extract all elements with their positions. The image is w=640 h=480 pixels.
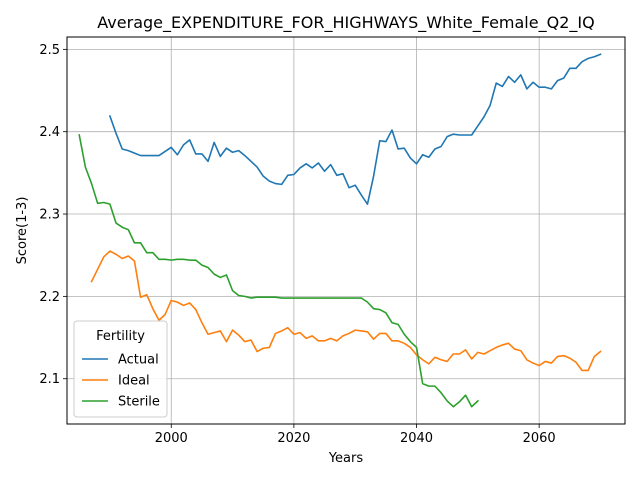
series-layer [78,53,602,408]
legend-box [73,320,168,418]
series-line-actual [108,53,602,205]
plot-frame [66,36,626,425]
axis-ticks: 2000 2020 2040 2060 2.1 2.2 2.3 2.4 2.5 [39,43,555,446]
x-tick-label: 2000 [155,431,188,446]
y-tick-label: 2.5 [39,43,60,58]
y-tick-label: 2.1 [39,372,60,387]
legend-label-actual: Actual [118,353,159,368]
grid [67,37,625,424]
x-tick-label: 2040 [400,431,433,446]
y-tick-label: 2.3 [39,208,60,223]
y-axis-label: Score(1-3) [15,197,30,265]
legend: Fertility Actual Ideal Sterile [73,320,168,418]
chart-title: Average_EXPENDITURE_FOR_HIGHWAYS_White_F… [97,13,594,33]
legend-title: Fertility [96,329,145,344]
x-tick-label: 2060 [523,431,556,446]
y-tick-label: 2.4 [39,125,60,140]
x-tick-label: 2020 [277,431,310,446]
legend-label-ideal: Ideal [118,374,150,389]
series-line-sterile [78,134,479,408]
x-axis-label: Years [328,451,364,466]
legend-items: Actual Ideal Sterile [82,353,160,410]
y-tick-label: 2.2 [39,290,60,305]
legend-label-sterile: Sterile [118,395,160,410]
series-line-ideal [90,250,602,372]
